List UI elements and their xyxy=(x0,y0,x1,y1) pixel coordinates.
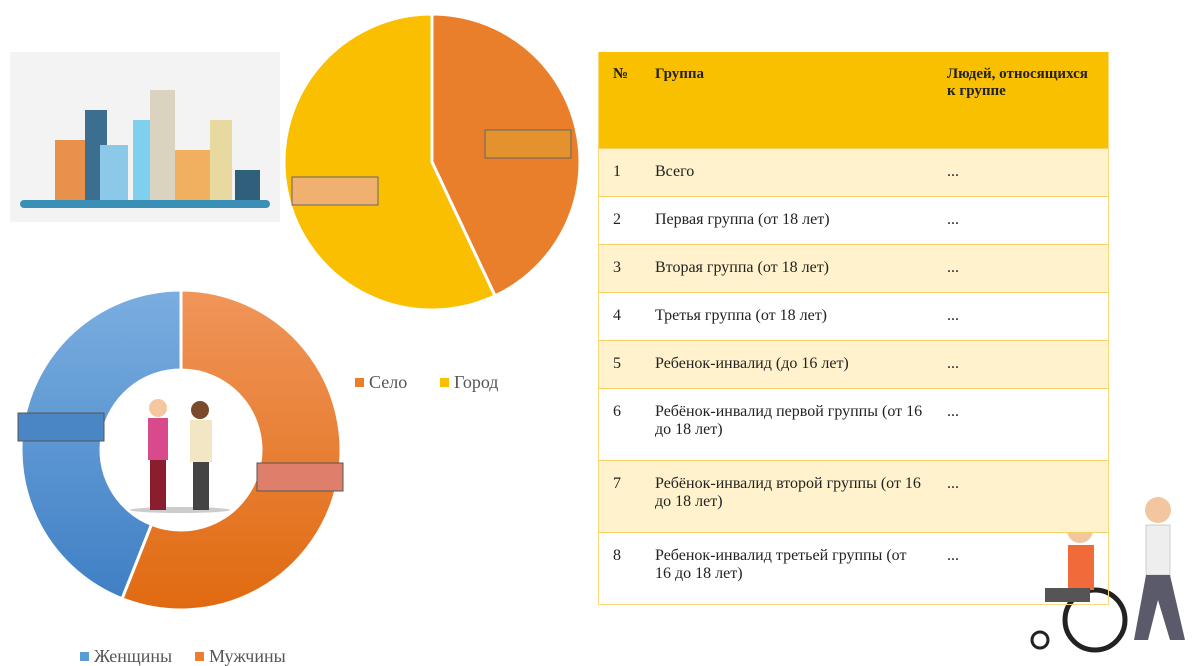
table-cell: Первая группа (от 18 лет) xyxy=(641,197,933,245)
table-cell: ... xyxy=(933,389,1109,461)
donut-hole xyxy=(102,371,260,529)
table-cell: Вторая группа (от 18 лет) xyxy=(641,245,933,293)
legend-label: Женщины xyxy=(94,646,172,666)
legend-label: Город xyxy=(454,372,498,392)
table-cell: ... xyxy=(933,245,1109,293)
city-illustration xyxy=(10,52,280,222)
table-cell: Ребенок-инвалид (до 16 лет) xyxy=(641,341,933,389)
table-cell: Третья группа (от 18 лет) xyxy=(641,293,933,341)
table-cell: 6 xyxy=(599,389,642,461)
label-box xyxy=(292,177,378,205)
table-cell: 1 xyxy=(599,149,642,197)
table-cell: 7 xyxy=(599,461,642,533)
table-cell: Ребёнок-инвалид второй группы (от 16 до … xyxy=(641,461,933,533)
table-cell: 3 xyxy=(599,245,642,293)
table-cell: Ребенок-инвалид третьей группы (от 16 до… xyxy=(641,533,933,605)
table-cell: 4 xyxy=(599,293,642,341)
table-cell: 5 xyxy=(599,341,642,389)
table-cell: ... xyxy=(933,533,1109,605)
table-cell: ... xyxy=(933,197,1109,245)
legend-swatch xyxy=(80,652,89,661)
label-box xyxy=(18,413,104,441)
label-box xyxy=(257,463,343,491)
header-cell: Людей, относящихся к группе xyxy=(933,52,1109,149)
table-cell: ... xyxy=(933,341,1109,389)
legend-swatch xyxy=(355,378,364,387)
legend-swatch xyxy=(440,378,449,387)
table-cell: ... xyxy=(933,293,1109,341)
legend-swatch xyxy=(195,652,204,661)
header-cell: № xyxy=(599,52,642,149)
table-cell: 2 xyxy=(599,197,642,245)
header-cell: Группа xyxy=(641,52,933,149)
table-cell: Ребёнок-инвалид первой группы (от 16 до … xyxy=(641,389,933,461)
page: Село Город Женщины Мужчины №ГруппаЛюдей, о… xyxy=(0,0,1194,666)
table-cell: 8 xyxy=(599,533,642,605)
table-cell: ... xyxy=(933,461,1109,533)
label-box xyxy=(485,130,571,158)
legend-label: Мужчины xyxy=(209,646,286,666)
table-cell: ... xyxy=(933,149,1109,197)
legend-label: Село xyxy=(369,372,407,392)
table-cell: Всего xyxy=(641,149,933,197)
